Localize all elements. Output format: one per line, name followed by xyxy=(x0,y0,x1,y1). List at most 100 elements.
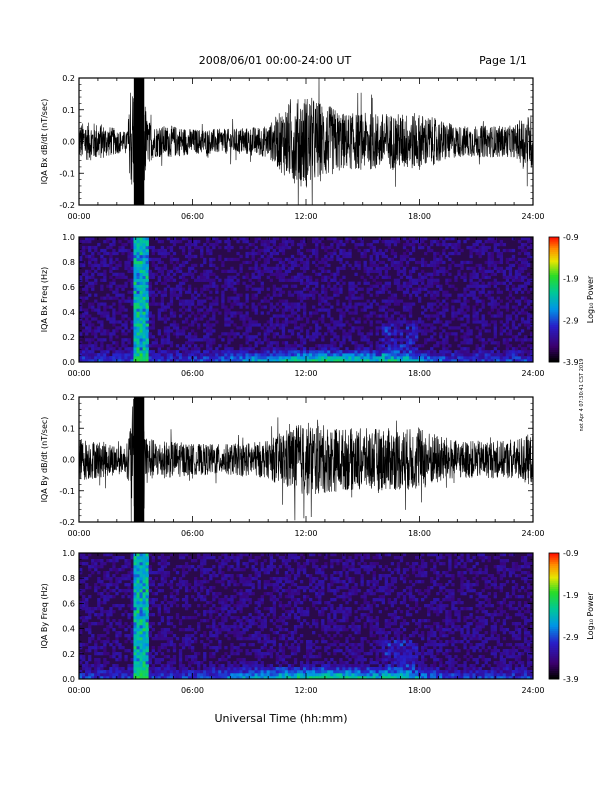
spectrogram-cell xyxy=(145,338,149,342)
spectrogram-cell xyxy=(387,335,392,339)
spectrogram-cell xyxy=(451,299,455,303)
spectrogram-cell xyxy=(448,356,452,360)
spectrogram-cell xyxy=(284,347,289,351)
spectrogram-cell xyxy=(112,619,116,623)
spectrogram-cell xyxy=(91,272,95,276)
spectrogram-cell xyxy=(505,359,510,363)
spectrogram-cell xyxy=(469,260,473,265)
spectrogram-cell xyxy=(296,314,301,318)
spectrogram-cell xyxy=(375,356,379,360)
spectrogram-cell xyxy=(115,341,119,345)
spectrogram-cell xyxy=(381,275,385,279)
spectrogram-cell xyxy=(254,293,258,297)
spectrogram-cell xyxy=(275,320,280,324)
spectrogram-cell xyxy=(520,263,525,268)
spectrogram-cell xyxy=(366,269,370,274)
spectrogram-cell xyxy=(375,239,379,244)
spectrogram-cell xyxy=(127,329,131,333)
spectrogram-cell xyxy=(127,574,131,578)
spectrogram-cell xyxy=(151,272,155,276)
spectrogram-cell xyxy=(312,290,316,294)
spectrogram-cell xyxy=(88,673,92,677)
spectrogram-cell xyxy=(284,263,289,268)
spectrogram-cell xyxy=(121,314,125,318)
spectrogram-cell xyxy=(133,613,137,617)
spectrogram-cell xyxy=(348,353,352,357)
spectrogram-cell xyxy=(484,248,488,253)
spectrogram-cell xyxy=(91,673,95,677)
spectrogram-cell xyxy=(121,565,125,569)
spectrogram-cell xyxy=(197,350,201,354)
spectrogram-cell xyxy=(454,332,458,336)
spectrogram-cell xyxy=(278,350,283,354)
spectrogram-cell xyxy=(118,643,122,647)
spectrogram-cell xyxy=(203,257,207,262)
spectrogram-cell xyxy=(139,580,143,584)
x-tick-label: 06:00 xyxy=(181,212,204,221)
spectrogram-cell xyxy=(215,350,219,354)
spectrogram-cell xyxy=(148,359,152,363)
spectrogram-cell xyxy=(318,332,322,336)
spectrogram-cell xyxy=(272,290,277,294)
spectrogram-cell xyxy=(402,338,407,342)
spectrogram-cell xyxy=(215,266,219,271)
spectrogram-cell xyxy=(315,344,319,348)
spectrogram-cell xyxy=(145,652,149,656)
spectrogram-cell xyxy=(127,299,131,303)
spectrogram-cell xyxy=(133,640,137,644)
spectrogram-cell xyxy=(315,323,319,327)
spectrogram-cell xyxy=(487,296,491,300)
spectrogram-cell xyxy=(142,559,146,563)
spectrogram-cell xyxy=(478,353,482,357)
spectrogram-cell xyxy=(302,314,307,318)
spectrogram-cell xyxy=(514,356,519,360)
spectrogram-cell xyxy=(154,263,158,268)
spectrogram-cell xyxy=(309,278,313,282)
spectrogram-cell xyxy=(339,308,343,312)
spectrogram-cell xyxy=(166,673,171,677)
spectrogram-cell xyxy=(463,305,467,309)
spectrogram-cell xyxy=(472,293,476,297)
spectrogram-cell xyxy=(79,568,83,572)
spectrogram-cell xyxy=(396,239,401,244)
spectrogram-cell xyxy=(100,344,104,348)
spectrogram-cell xyxy=(142,278,146,282)
spectrogram-cell xyxy=(181,574,186,578)
spectrogram-cell xyxy=(306,332,310,336)
spectrogram-cell xyxy=(272,284,277,288)
spectrogram-cell xyxy=(197,553,201,557)
spectrogram-cell xyxy=(290,356,295,360)
spectrogram-cell xyxy=(79,257,83,262)
spectrogram-cell xyxy=(85,356,89,360)
spectrogram-cell xyxy=(88,565,92,569)
spectrogram-cell xyxy=(130,353,134,357)
spectrogram-cell xyxy=(511,356,516,360)
spectrogram-cell xyxy=(330,287,334,291)
spectrogram-cell xyxy=(166,619,171,623)
spectrogram-cell xyxy=(187,257,192,262)
spectrogram-cell xyxy=(502,353,507,357)
spectrogram-cell xyxy=(387,320,392,324)
spectrogram-cell xyxy=(154,257,158,262)
spectrogram-cell xyxy=(206,344,210,348)
spectrogram-cell xyxy=(508,266,513,271)
spectrogram-cell xyxy=(330,326,334,330)
spectrogram-cell xyxy=(221,290,225,294)
spectrogram-cell xyxy=(169,245,174,250)
spectrogram-cell xyxy=(197,239,201,244)
spectrogram-cell xyxy=(499,359,504,363)
spectrogram-cell xyxy=(142,293,146,297)
spectrogram-cell xyxy=(88,281,92,285)
spectrogram-cell xyxy=(115,637,119,641)
spectrogram-cell xyxy=(309,350,313,354)
spectrogram-cell xyxy=(272,335,277,339)
spectrogram-cell xyxy=(493,272,497,276)
spectrogram-cell xyxy=(139,589,143,593)
spectrogram-cell xyxy=(299,347,304,351)
spectrogram-cell xyxy=(142,332,146,336)
spectrogram-cell xyxy=(145,263,149,268)
spectrogram-cell xyxy=(436,257,440,262)
spectrogram-cell xyxy=(200,619,204,623)
spectrogram-cell xyxy=(260,242,264,247)
spectrogram-cell xyxy=(181,568,186,572)
